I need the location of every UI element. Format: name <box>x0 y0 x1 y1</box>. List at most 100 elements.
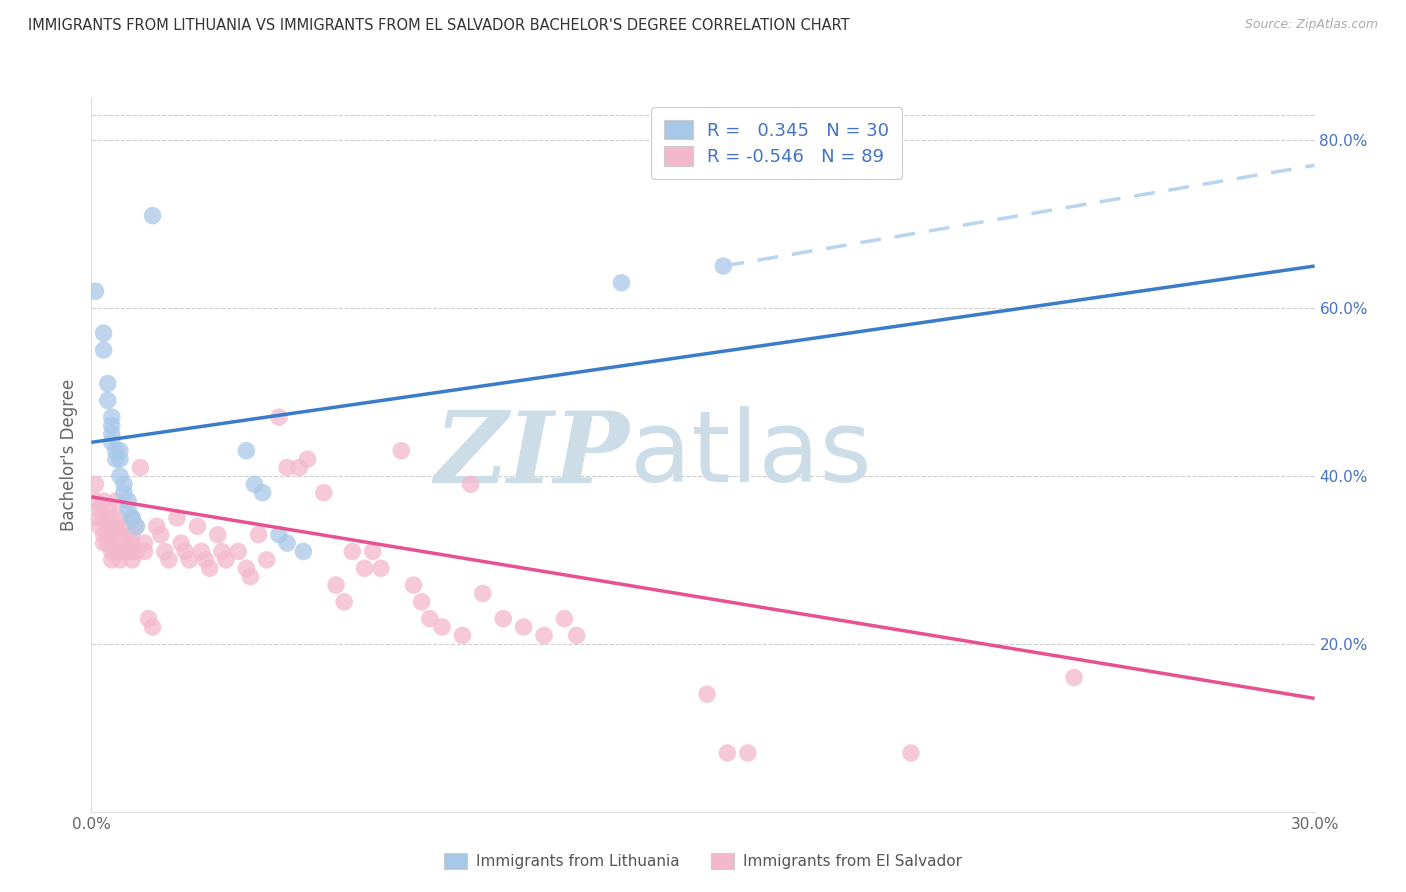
Point <box>89 519 111 533</box>
Text: atlas: atlas <box>630 407 872 503</box>
Point <box>451 628 474 642</box>
Point <box>138 612 160 626</box>
Point <box>121 536 143 550</box>
Point <box>108 527 131 541</box>
Point <box>101 426 124 441</box>
Point <box>125 544 148 558</box>
Point <box>419 612 441 626</box>
Point <box>312 485 335 500</box>
Point <box>101 410 124 425</box>
Point <box>112 544 135 558</box>
Point <box>141 620 163 634</box>
Point <box>565 628 588 642</box>
Point <box>198 561 221 575</box>
Point <box>101 527 124 541</box>
Point <box>121 553 143 567</box>
Point <box>117 502 139 516</box>
Point <box>267 410 290 425</box>
Point <box>129 460 152 475</box>
Point <box>226 544 249 558</box>
Point <box>112 536 135 550</box>
Point <box>411 595 433 609</box>
Text: Source: ZipAtlas.com: Source: ZipAtlas.com <box>1244 18 1378 31</box>
Point <box>389 443 412 458</box>
Point <box>292 544 315 558</box>
Point <box>711 259 734 273</box>
Point <box>84 494 107 508</box>
Point <box>186 519 208 533</box>
Point <box>101 511 124 525</box>
Point <box>900 746 922 760</box>
Point <box>512 620 534 634</box>
Point <box>121 511 143 525</box>
Point <box>101 544 124 558</box>
Point <box>84 284 107 298</box>
Point <box>297 452 319 467</box>
Point <box>166 511 188 525</box>
Point <box>101 418 124 433</box>
Point <box>737 746 759 760</box>
Point <box>716 746 738 760</box>
Point <box>402 578 425 592</box>
Point <box>117 494 139 508</box>
Point <box>235 561 257 575</box>
Point <box>170 536 193 550</box>
Point <box>134 544 156 558</box>
Point <box>1063 670 1085 684</box>
Point <box>361 544 384 558</box>
Point <box>610 276 633 290</box>
Point <box>370 561 392 575</box>
Point <box>93 326 115 341</box>
Point <box>325 578 347 592</box>
Point <box>174 544 197 558</box>
Point <box>276 460 298 475</box>
Point <box>333 595 356 609</box>
Point <box>104 452 127 467</box>
Point <box>247 527 270 541</box>
Point <box>145 519 167 533</box>
Point <box>112 477 135 491</box>
Legend: Immigrants from Lithuania, Immigrants from El Salvador: Immigrants from Lithuania, Immigrants fr… <box>439 847 967 875</box>
Point <box>492 612 515 626</box>
Point <box>97 536 120 550</box>
Text: IMMIGRANTS FROM LITHUANIA VS IMMIGRANTS FROM EL SALVADOR BACHELOR'S DEGREE CORRE: IMMIGRANTS FROM LITHUANIA VS IMMIGRANTS … <box>28 18 849 33</box>
Point <box>117 527 139 541</box>
Point <box>134 536 156 550</box>
Point <box>533 628 555 642</box>
Point <box>104 443 127 458</box>
Point <box>141 209 163 223</box>
Point <box>93 494 115 508</box>
Point <box>101 553 124 567</box>
Point <box>239 569 262 583</box>
Point <box>430 620 453 634</box>
Point <box>93 527 115 541</box>
Point <box>121 527 143 541</box>
Point <box>256 553 278 567</box>
Point <box>235 443 257 458</box>
Point <box>125 519 148 533</box>
Point <box>243 477 266 491</box>
Point <box>117 544 139 558</box>
Point <box>93 536 115 550</box>
Point <box>112 485 135 500</box>
Point <box>93 511 115 525</box>
Point <box>153 544 176 558</box>
Point <box>471 586 494 600</box>
Point <box>353 561 375 575</box>
Point <box>121 544 143 558</box>
Point <box>696 687 718 701</box>
Point <box>211 544 233 558</box>
Point <box>108 469 131 483</box>
Point <box>215 553 238 567</box>
Point <box>108 511 131 525</box>
Point <box>288 460 311 475</box>
Point <box>104 544 127 558</box>
Point <box>108 553 131 567</box>
Point <box>97 519 120 533</box>
Point <box>112 519 135 533</box>
Point <box>157 553 180 567</box>
Point <box>89 502 111 516</box>
Point <box>97 376 120 391</box>
Point <box>108 544 131 558</box>
Point <box>84 477 107 491</box>
